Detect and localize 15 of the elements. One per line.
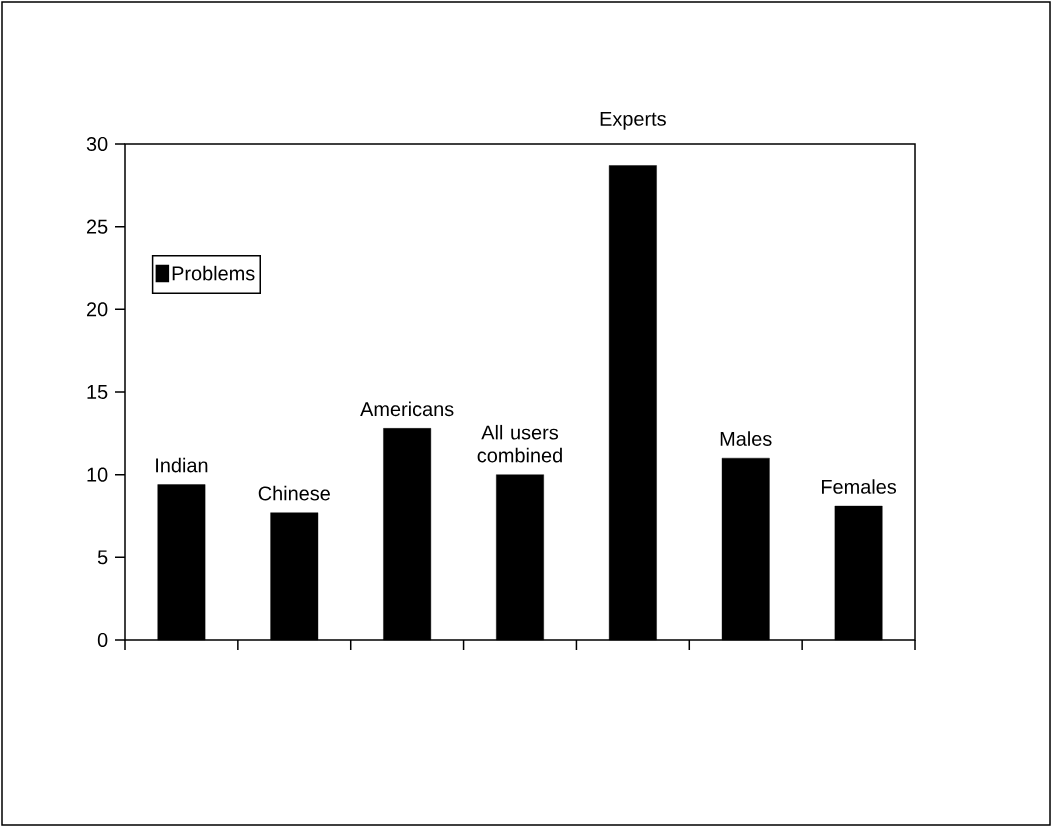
x-tick-label: Indian [156,457,208,473]
x-tick-label: Females [822,479,897,494]
x-tick-label: Males [720,431,772,446]
y-tick-label: 10 [87,467,108,482]
x-tick-label: All users combined [477,424,562,463]
y-tick-label: 25 [87,219,108,234]
legend-label: Problems [172,265,255,281]
y-tick-label: 20 [87,302,108,317]
y-tick-label: 15 [87,385,108,399]
x-tick-label: Americans [360,401,454,417]
x-tick-label: Chinese [258,485,330,501]
y-tick-label: 5 [97,550,108,565]
y-tick-label: 30 [86,136,108,152]
x-tick-label: Experts [600,111,666,130]
y-tick-label: 0 [97,632,108,648]
